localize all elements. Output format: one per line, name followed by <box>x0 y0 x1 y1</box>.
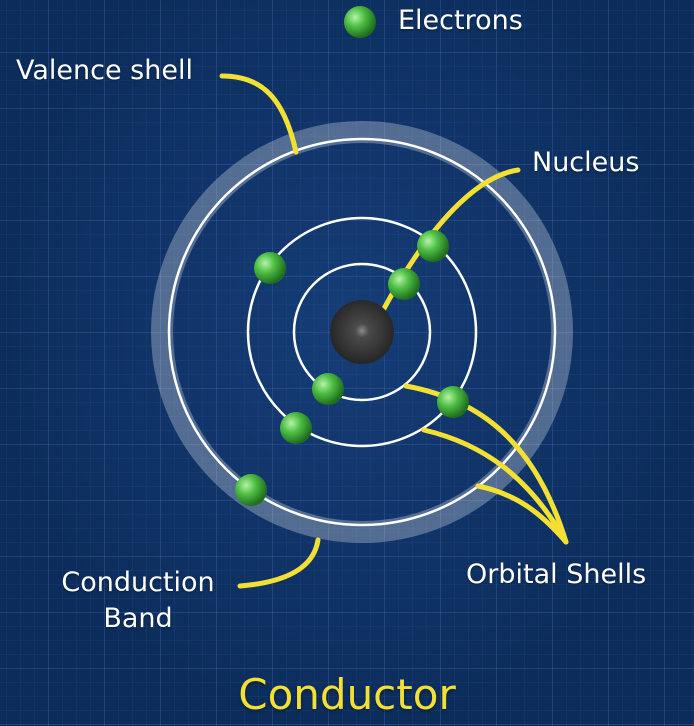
orbital-shell-outer <box>246 216 478 448</box>
electron <box>437 386 469 418</box>
conduction-band-label-line1: Conduction <box>61 567 215 598</box>
valence-shell-label: Valence shell <box>16 55 193 86</box>
electron <box>417 230 449 262</box>
electron <box>254 252 286 284</box>
valence-shell-ring <box>167 137 557 527</box>
conduction-band-leader <box>237 537 321 589</box>
conduction-band-ring <box>151 121 573 543</box>
electron <box>235 474 267 506</box>
nucleus-sphere <box>330 300 394 364</box>
diagram-title: Conductor <box>238 670 456 719</box>
electron-legend-icon <box>344 6 376 38</box>
electron <box>388 268 420 300</box>
nucleus-label: Nucleus <box>532 147 640 178</box>
electron <box>280 412 312 444</box>
valence-shell-leader <box>219 73 299 155</box>
conduction-band-label: Conduction Band <box>46 568 230 634</box>
orbital-shells-leader-2 <box>421 427 569 545</box>
electrons-legend-label: Electrons <box>398 5 523 36</box>
orbital-shells-label: Orbital Shells <box>466 559 647 590</box>
orbital-shells-leader-3 <box>475 483 569 545</box>
conduction-band-label-line2: Band <box>103 603 173 634</box>
orbital-shells-leader-1 <box>403 383 569 545</box>
orbital-shell-inner <box>292 262 432 402</box>
electron <box>312 373 344 405</box>
